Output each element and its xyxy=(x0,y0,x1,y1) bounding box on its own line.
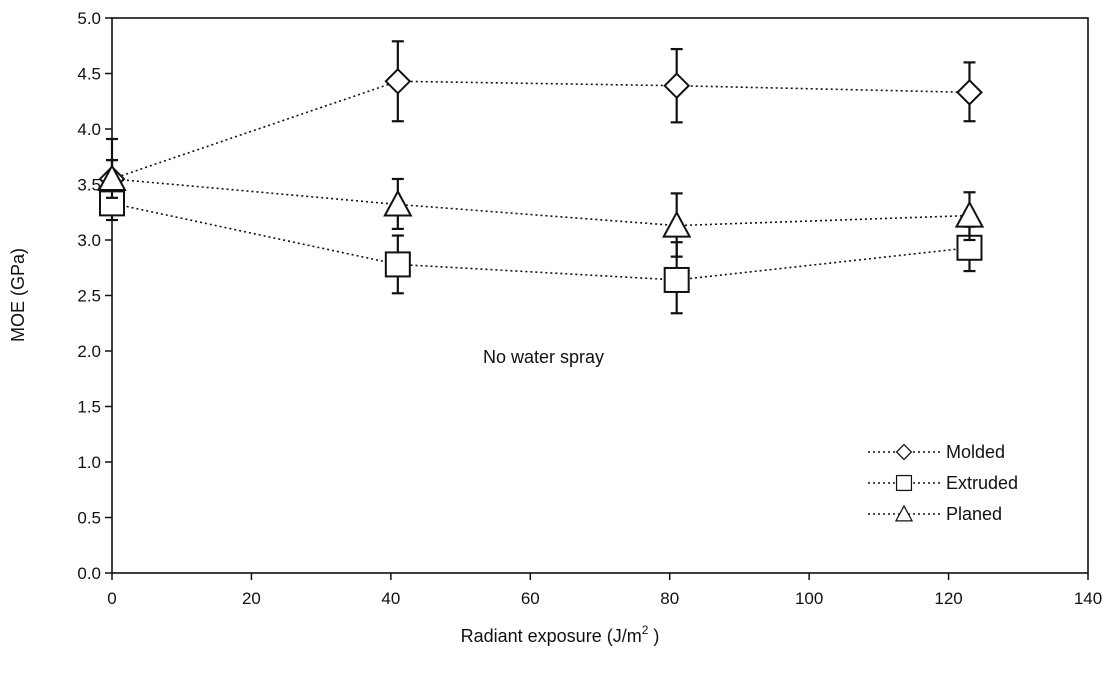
data-point-planed xyxy=(97,163,127,191)
y-tick-label: 1.5 xyxy=(77,398,101,417)
x-tick-label: 80 xyxy=(660,589,679,608)
data-point-planed xyxy=(662,210,692,238)
data-point-molded xyxy=(956,78,983,106)
x-tick-label: 0 xyxy=(107,589,116,608)
y-tick-label: 1.0 xyxy=(77,453,101,472)
y-tick-label: 0.0 xyxy=(77,564,101,583)
legend-marker-group-planed xyxy=(894,504,914,522)
series-line-extruded xyxy=(111,202,970,281)
legend-label-molded: Molded xyxy=(946,442,1005,462)
x-tick-label: 40 xyxy=(381,589,400,608)
x-tick-label: 60 xyxy=(521,589,540,608)
y-tick-label: 4.0 xyxy=(77,120,101,139)
x-tick-label: 20 xyxy=(242,589,261,608)
legend: Molded Extruded Planed xyxy=(868,442,1018,524)
y-tick-label: 0.5 xyxy=(77,509,101,528)
y-tick-label: 5.0 xyxy=(77,9,101,28)
legend-label-planed: Planed xyxy=(946,504,1002,524)
legend-marker-extruded xyxy=(895,474,913,492)
series-line-molded xyxy=(111,80,970,180)
data-point-planed xyxy=(383,189,413,217)
data-point-extruded xyxy=(663,266,690,293)
legend-marker-group-molded xyxy=(895,443,913,461)
y-tick-label: 2.5 xyxy=(77,287,101,306)
data-point-molded xyxy=(663,72,691,100)
data-point-planed xyxy=(954,200,985,228)
x-axis-title: Radiant exposure (J/m2 ) xyxy=(461,623,660,646)
x-axis-title-superscript: 2 xyxy=(642,623,649,637)
x-tick-label: 100 xyxy=(795,589,823,608)
y-tick-label: 3.5 xyxy=(77,176,101,195)
y-tick-label: 2.0 xyxy=(77,342,101,361)
legend-label-extruded: Extruded xyxy=(946,473,1018,493)
y-tick-label: 4.5 xyxy=(77,65,101,84)
legend-marker-planed xyxy=(894,504,914,522)
legend-marker-molded xyxy=(895,443,913,461)
data-point-molded xyxy=(384,67,412,95)
x-axis-title-main: Radiant exposure (J/m xyxy=(461,626,642,646)
y-tick-label: 3.0 xyxy=(77,231,101,250)
x-tick-label: 140 xyxy=(1074,589,1102,608)
legend-marker-group-extruded xyxy=(895,474,913,492)
data-point-extruded xyxy=(384,251,411,278)
x-tick-label: 120 xyxy=(934,589,962,608)
x-axis-title-end: ) xyxy=(648,626,659,646)
series-line-planed xyxy=(111,178,970,227)
y-axis-title: MOE (GPa) xyxy=(8,248,28,342)
plot-area xyxy=(111,17,1089,574)
annotation-no-water-spray: No water spray xyxy=(483,347,604,367)
